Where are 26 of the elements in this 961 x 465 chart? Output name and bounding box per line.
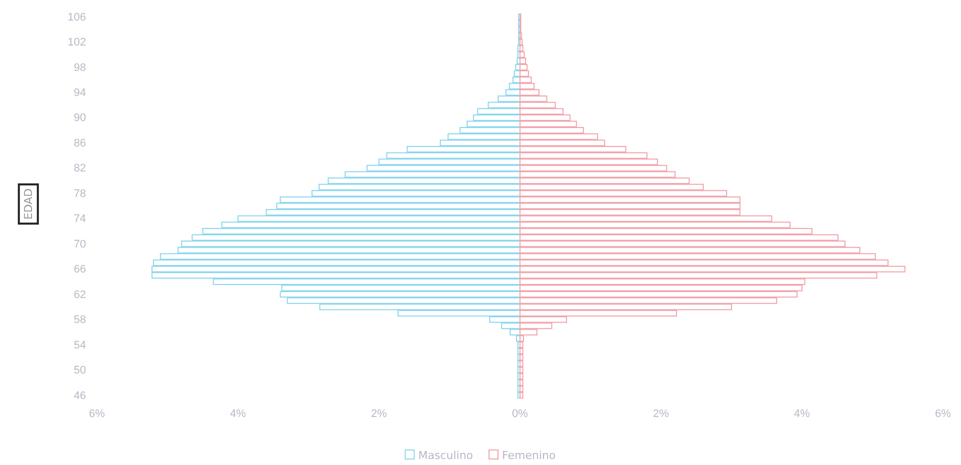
y-tick-label: 82 [74, 162, 86, 175]
y-tick-label: 46 [74, 390, 86, 402]
y-tick-label: 98 [74, 62, 86, 74]
x-tick-label: 4% [794, 408, 810, 420]
y-tick-label: 102 [68, 36, 86, 49]
y-tick-label: 54 [74, 339, 86, 352]
y-tick-label: 66 [74, 264, 86, 276]
y-tick-label: 50 [74, 364, 86, 377]
legend-label: Masculino [418, 448, 474, 462]
y-tick-label: 78 [74, 188, 86, 200]
x-tick-label: 0% [512, 408, 528, 420]
x-tick-label: 2% [371, 408, 388, 420]
y-tick-label: 90 [74, 112, 86, 124]
y-tick-label: 94 [74, 86, 86, 99]
y-tick-label: 58 [74, 314, 86, 326]
y-tick-label: 62 [74, 288, 86, 301]
x-tick-label: 6% [89, 408, 106, 420]
y-tick-label: 86 [74, 137, 86, 150]
x-tick-label: 6% [935, 408, 952, 420]
y-tick-label: 106 [68, 11, 86, 24]
y-tick-label: 74 [74, 213, 86, 226]
x-tick-label: 2% [653, 408, 670, 420]
y-axis-title: EDAD [22, 188, 35, 220]
x-tick-label: 4% [230, 408, 246, 420]
legend-label: Femenino [502, 448, 556, 462]
y-tick-label: 70 [74, 238, 86, 250]
